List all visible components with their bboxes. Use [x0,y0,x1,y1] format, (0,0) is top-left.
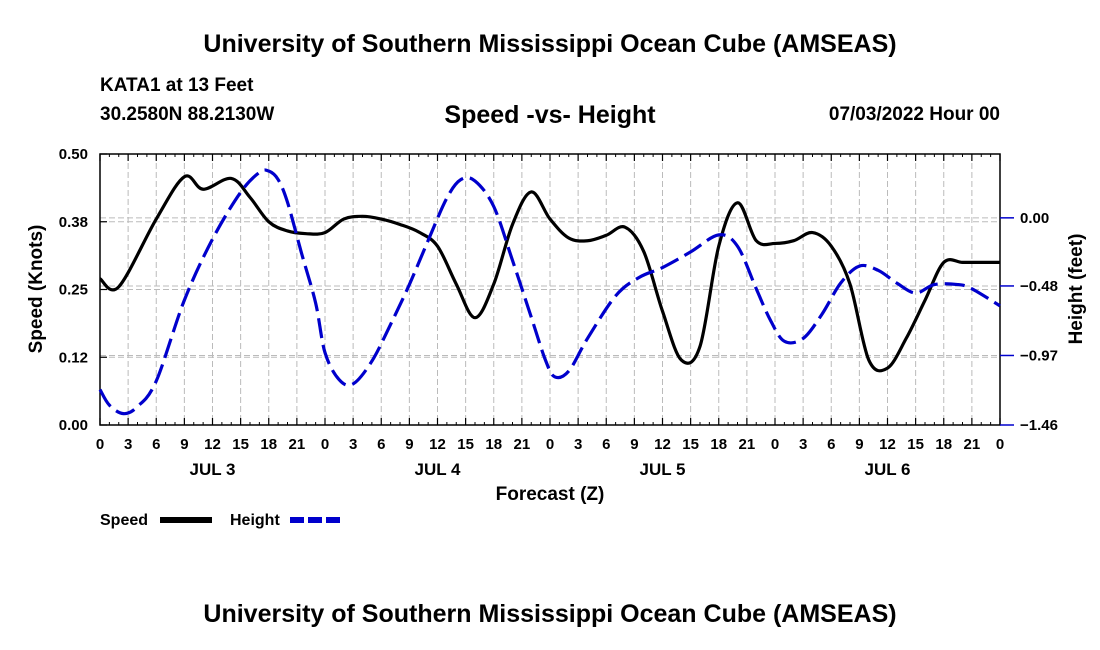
station-coords: 30.2580N 88.2130W [100,104,275,125]
grid-layer [100,154,1000,426]
x-axis-label: Forecast (Z) [496,484,605,505]
x-tick-label: 3 [349,436,357,453]
x-tick-label: 9 [855,436,863,453]
x-tick-label: 0 [321,436,329,453]
y2-tick-label: −1.46 [1020,417,1058,434]
x-tick-label: 6 [377,436,385,453]
x-tick-label: 12 [204,436,221,453]
x-tick-label: 3 [124,436,132,453]
speed-series-line [98,174,1000,373]
y2-tick-label: −0.48 [1020,278,1058,295]
y-axis-label: Speed (Knots) [26,225,47,354]
x-tick-label: 3 [574,436,582,453]
x-tick-label: 21 [514,436,531,453]
x-tick-label: 6 [827,436,835,453]
tick-layer [99,153,1014,426]
x-tick-label: 3 [799,436,807,453]
x-tick-label: 21 [739,436,756,453]
y-tick-label: 0.12 [59,349,88,366]
x-tick-label: 18 [935,436,952,453]
x-tick-label: 15 [907,436,924,453]
chart-title: Speed -vs- Height [444,101,656,129]
x-tick-label: 6 [152,436,160,453]
day-label: JUL 5 [640,460,686,479]
height-series-line [98,168,1001,416]
station-label: KATA1 at 13 Feet [100,75,254,96]
x-tick-label: 0 [996,436,1004,453]
x-tick-label: 0 [546,436,554,453]
x-tick-label: 15 [682,436,699,453]
footer-title: University of Southern Mississippi Ocean… [203,600,897,628]
series-layer [98,168,1001,416]
x-tick-label: 15 [232,436,249,453]
label-layer: 0 3 6 9 12 15 18 21 0 3 6 9 12 15 18 21 0 3 6 9 12 15 18 21 0 3 6 9… [59,146,1058,479]
y-tick-label: 0.00 [59,417,88,434]
x-tick-label: 21 [289,436,306,453]
day-label: JUL 3 [190,460,236,479]
legend-speed-label: Speed [100,512,148,529]
x-tick-label: 12 [654,436,671,453]
x-tick-label: 21 [964,436,981,453]
forecast-run-time: 07/03/2022 Hour 00 [828,104,1000,125]
x-tick-label: 12 [429,436,446,453]
x-tick-label: 0 [771,436,779,453]
x-tick-label: 12 [879,436,896,453]
x-tick-label: 15 [457,436,474,453]
legend-height-label: Height [230,512,280,529]
x-tick-label: 18 [485,436,502,453]
y-tick-label: 0.50 [59,146,88,163]
x-tick-label: 18 [710,436,727,453]
day-label: JUL 4 [415,460,462,479]
x-tick-label: 0 [96,436,104,453]
legend: Speed Height [100,512,342,529]
header-title: University of Southern Mississippi Ocean… [203,30,897,58]
x-tick-label: 6 [602,436,610,453]
x-tick-label: 18 [260,436,277,453]
day-label: JUL 6 [865,460,911,479]
x-tick-label: 9 [630,436,638,453]
y2-tick-label: −0.97 [1020,347,1058,364]
y-tick-label: 0.38 [59,214,88,231]
y2-tick-label: 0.00 [1020,210,1049,227]
x-tick-label: 9 [405,436,413,453]
y2-axis-label: Height (feet) [1066,234,1087,345]
x-tick-label: 9 [180,436,188,453]
chart-area: 0 3 6 9 12 15 18 21 0 3 6 9 12 15 18 21 0 3 6 9 12 15 18 21 0 3 6 9… [26,146,1087,529]
y-tick-label: 0.25 [59,282,88,299]
